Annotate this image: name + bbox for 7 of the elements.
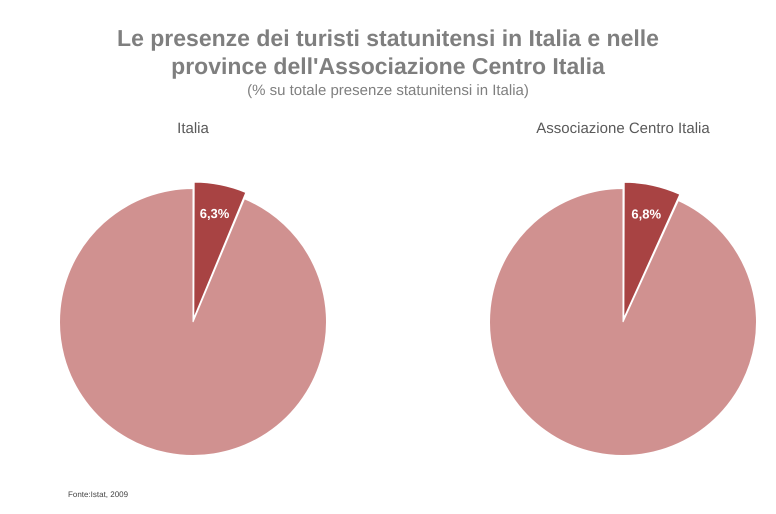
chart-title: Italia xyxy=(176,120,210,137)
source-note: Fonte:Istat, 2009 xyxy=(68,490,128,499)
chart-title: Associazione Centro Italia xyxy=(535,120,711,137)
data-label: 6,3% xyxy=(200,206,230,222)
text: (% su totale presenze statunitensi in Italia) xyxy=(246,82,530,99)
text: Le presenze dei turisti statunitensi in Italia e nelle province dell'Associazione Centro Italia xyxy=(116,24,660,80)
data-label: 6,8% xyxy=(631,206,662,222)
